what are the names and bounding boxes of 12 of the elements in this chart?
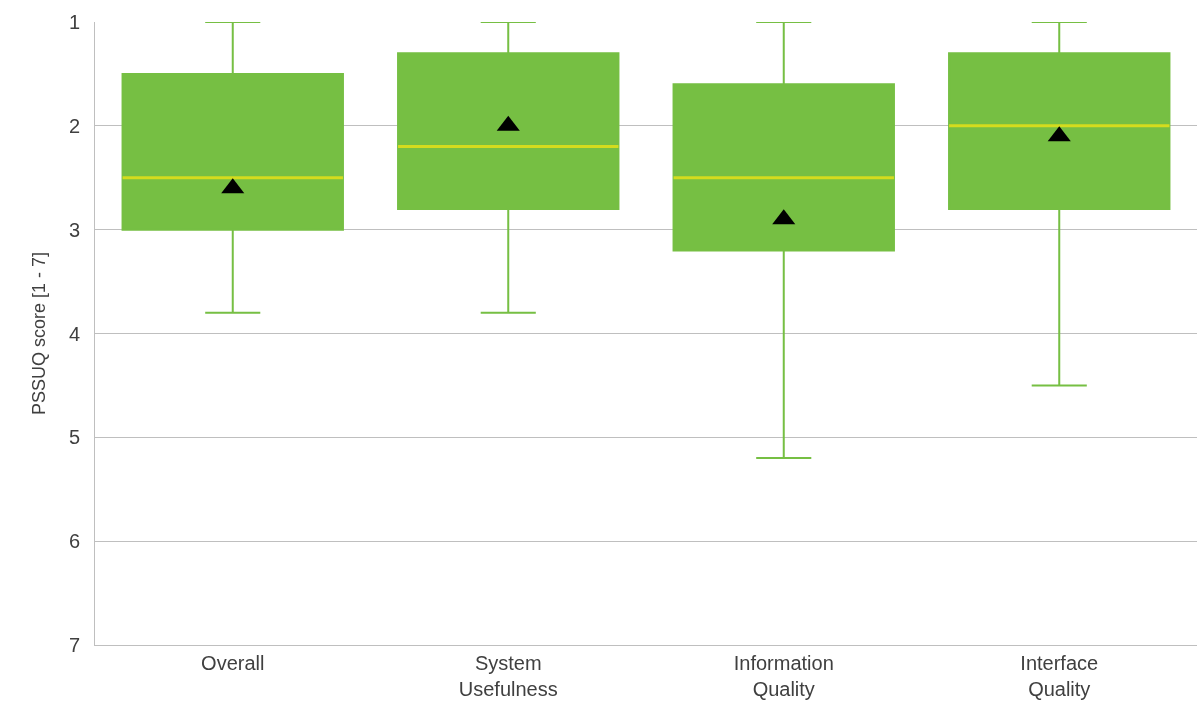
x-tick-label: System Usefulness xyxy=(458,652,558,700)
x-tick-label: Overall xyxy=(201,652,265,674)
x-tick-label: Information Quality xyxy=(733,652,834,700)
y-tick-label: 4 xyxy=(68,322,80,345)
y-tick-label: 7 xyxy=(68,634,80,656)
y-tick-label: 6 xyxy=(68,530,80,553)
y-tick-label: 5 xyxy=(68,426,80,449)
y-axis-title: PSSUQ score [1 - 7] xyxy=(29,251,50,416)
y-tick-label: 3 xyxy=(68,218,80,241)
y-tick-label: 2 xyxy=(68,114,80,137)
y-tick-label: 1 xyxy=(68,11,80,33)
x-tick-label: Interface Quality xyxy=(1020,652,1099,700)
